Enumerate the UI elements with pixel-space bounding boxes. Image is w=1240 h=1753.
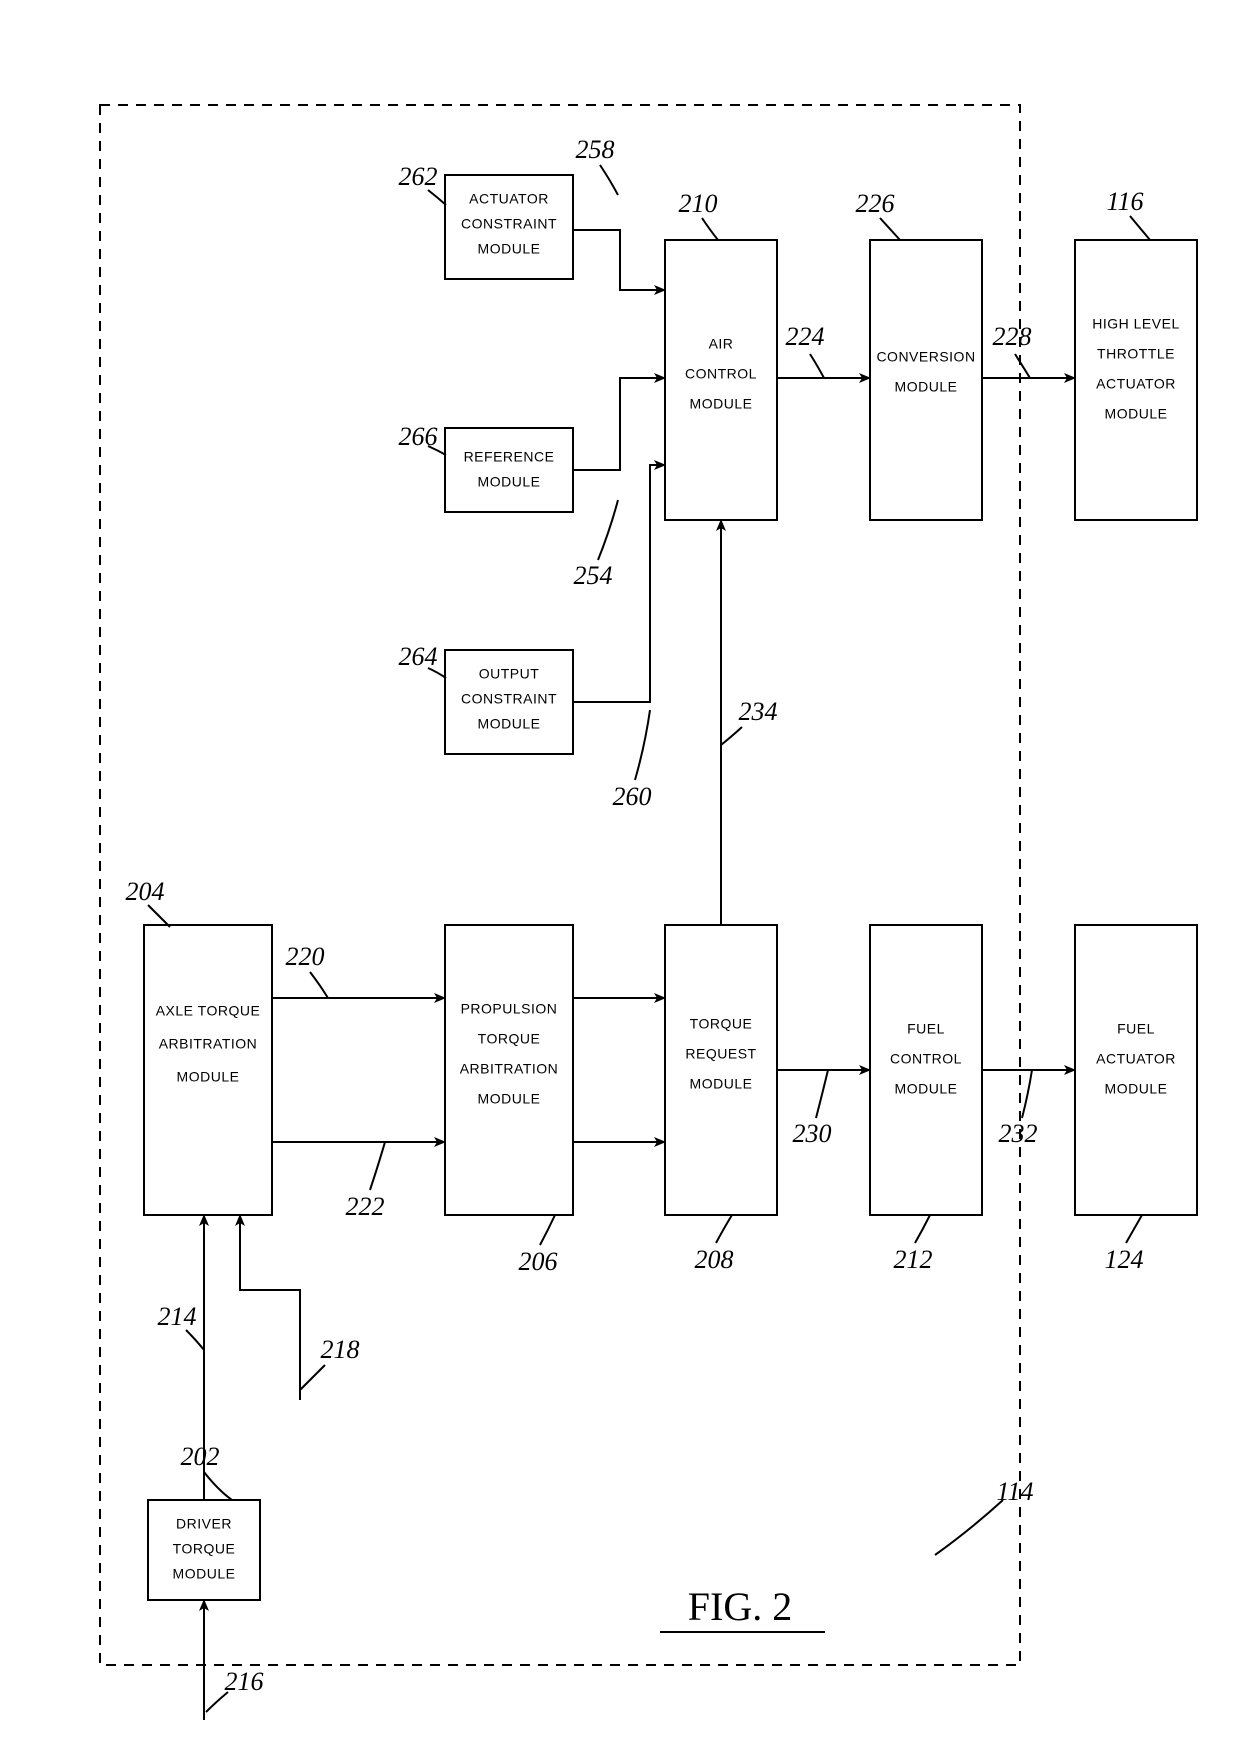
ref-264: 264 (399, 642, 438, 671)
svg-text:DRIVER: DRIVER (176, 1516, 232, 1532)
signal-254 (573, 378, 663, 470)
ref-266: 266 (399, 422, 438, 451)
svg-text:MODULE: MODULE (478, 241, 541, 257)
ref-202: 202 (181, 1442, 220, 1471)
svg-text:MODULE: MODULE (1105, 406, 1168, 422)
ref-124: 124 (1105, 1245, 1144, 1274)
actuator-constraint-module: ACTUATOR CONSTRAINT MODULE (445, 175, 573, 279)
ref-262: 262 (399, 162, 438, 191)
svg-text:AXLE TORQUE: AXLE TORQUE (156, 1003, 261, 1019)
svg-text:FUEL: FUEL (1117, 1021, 1155, 1037)
conversion-module: CONVERSION MODULE (870, 240, 982, 520)
ref-260: 260 (613, 782, 652, 811)
svg-text:CONTROL: CONTROL (890, 1051, 962, 1067)
signal-258 (573, 230, 663, 290)
svg-text:ARBITRATION: ARBITRATION (159, 1036, 258, 1052)
svg-text:ACTUATOR: ACTUATOR (1096, 1051, 1176, 1067)
ref-228: 228 (993, 322, 1032, 351)
ref-218: 218 (321, 1335, 360, 1364)
svg-text:TORQUE: TORQUE (173, 1541, 236, 1557)
svg-text:MODULE: MODULE (478, 474, 541, 490)
ref-204: 204 (126, 877, 165, 906)
ref-230: 230 (793, 1119, 832, 1148)
svg-text:TORQUE: TORQUE (690, 1016, 753, 1032)
ref-210: 210 (679, 189, 718, 218)
ref-212: 212 (894, 1245, 933, 1274)
figure-label: FIG. 2 (688, 1584, 792, 1629)
svg-text:MODULE: MODULE (895, 379, 958, 395)
svg-text:MODULE: MODULE (690, 1076, 753, 1092)
svg-text:THROTTLE: THROTTLE (1097, 346, 1175, 362)
svg-text:CONSTRAINT: CONSTRAINT (461, 216, 557, 232)
svg-text:AIR: AIR (709, 336, 734, 352)
ref-220: 220 (286, 942, 325, 971)
svg-text:ACTUATOR: ACTUATOR (469, 191, 549, 207)
svg-text:MODULE: MODULE (177, 1069, 240, 1085)
svg-text:TORQUE: TORQUE (478, 1031, 541, 1047)
high-level-throttle-actuator-module: HIGH LEVEL THROTTLE ACTUATOR MODULE (1075, 240, 1197, 520)
ref-116: 116 (1106, 187, 1143, 216)
ref-216: 216 (225, 1667, 264, 1696)
axle-torque-arbitration-module: AXLE TORQUE ARBITRATION MODULE (144, 925, 272, 1215)
ref-232: 232 (999, 1119, 1038, 1148)
ref-enclosure: 114 (996, 1477, 1033, 1506)
driver-torque-module: DRIVER TORQUE MODULE (148, 1500, 260, 1600)
svg-text:ARBITRATION: ARBITRATION (460, 1061, 559, 1077)
svg-text:HIGH LEVEL: HIGH LEVEL (1092, 316, 1179, 332)
signal-218 (240, 1217, 300, 1400)
ref-206: 206 (519, 1247, 558, 1276)
svg-text:MODULE: MODULE (173, 1566, 236, 1582)
ref-234: 234 (739, 697, 778, 726)
svg-text:MODULE: MODULE (478, 716, 541, 732)
svg-text:MODULE: MODULE (690, 396, 753, 412)
svg-text:ACTUATOR: ACTUATOR (1096, 376, 1176, 392)
fuel-actuator-module: FUEL ACTUATOR MODULE (1075, 925, 1197, 1215)
ref-208: 208 (695, 1245, 734, 1274)
ref-258: 258 (576, 135, 615, 164)
svg-text:PROPULSION: PROPULSION (461, 1001, 558, 1017)
propulsion-torque-arbitration-module: PROPULSION TORQUE ARBITRATION MODULE (445, 925, 573, 1215)
torque-request-module: TORQUE REQUEST MODULE (665, 925, 777, 1215)
ref-254: 254 (574, 561, 613, 590)
svg-text:CONSTRAINT: CONSTRAINT (461, 691, 557, 707)
svg-text:MODULE: MODULE (1105, 1081, 1168, 1097)
ref-224: 224 (786, 322, 825, 351)
svg-text:FUEL: FUEL (907, 1021, 945, 1037)
svg-text:OUTPUT: OUTPUT (479, 666, 540, 682)
ref-222: 222 (346, 1192, 385, 1221)
air-control-module: AIR CONTROL MODULE (665, 240, 777, 520)
svg-text:CONTROL: CONTROL (685, 366, 757, 382)
svg-text:MODULE: MODULE (895, 1081, 958, 1097)
ref-226: 226 (856, 189, 895, 218)
svg-text:REQUEST: REQUEST (685, 1046, 756, 1062)
output-constraint-module: OUTPUT CONSTRAINT MODULE (445, 650, 573, 754)
reference-module: REFERENCE MODULE (445, 428, 573, 512)
ref-214: 214 (158, 1302, 197, 1331)
figure-2-diagram: 114 DRIVER TORQUE MODULE 202 AXLE TORQUE… (0, 0, 1240, 1753)
svg-text:MODULE: MODULE (478, 1091, 541, 1107)
svg-text:REFERENCE: REFERENCE (464, 449, 555, 465)
svg-text:CONVERSION: CONVERSION (876, 349, 975, 365)
fuel-control-module: FUEL CONTROL MODULE (870, 925, 982, 1215)
